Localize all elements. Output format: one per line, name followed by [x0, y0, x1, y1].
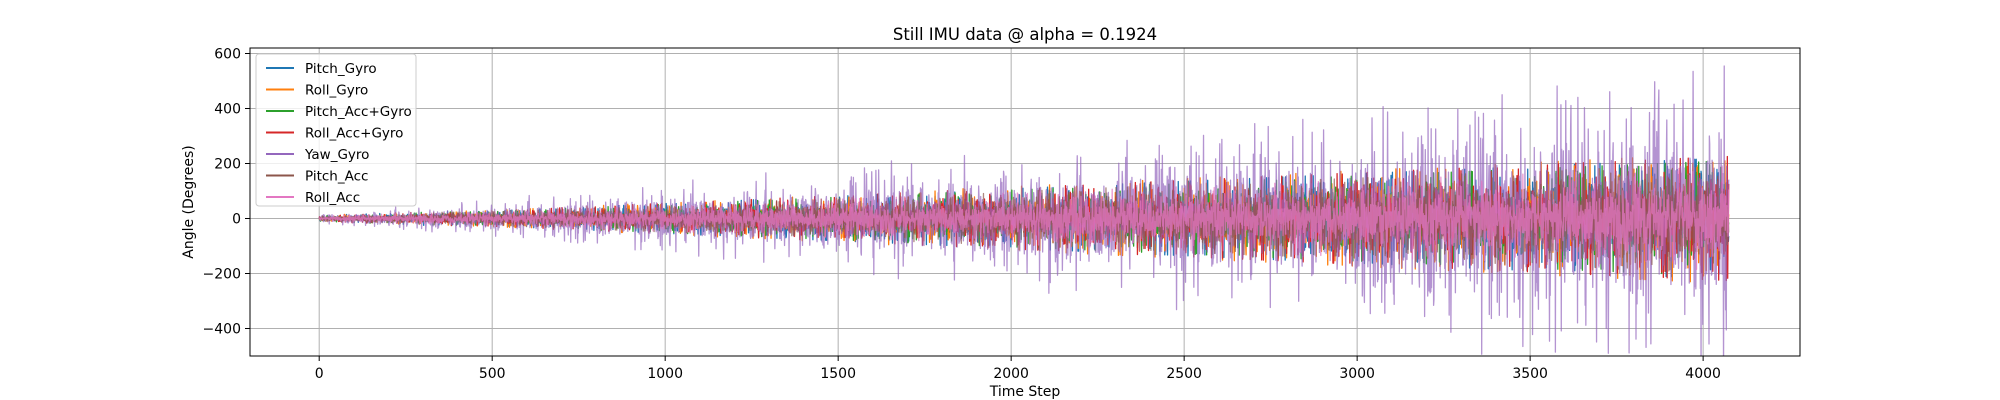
- legend: Pitch_Gyro Roll_Gyro Pitch_Acc+Gyro Roll_Ac…: [255, 53, 417, 207]
- series-layer: [318, 65, 1730, 356]
- x-tick-label: 2000: [993, 366, 1029, 382]
- y-tick-label: 400: [214, 102, 241, 118]
- legend-entry: Pitch_Acc+Gyro: [305, 104, 412, 120]
- x-tick-label: 3500: [1512, 366, 1548, 382]
- chart-title: Still IMU data @ alpha = 0.1924: [893, 25, 1157, 44]
- plot-area: [318, 65, 1730, 356]
- y-tick-label: −400: [203, 322, 241, 338]
- y-tick-label: 0: [232, 212, 241, 228]
- y-axis: −400 −200 0 200 400 600: [203, 47, 250, 338]
- legend-entry: Roll_Acc: [305, 190, 360, 206]
- x-tick-label: 500: [479, 366, 506, 382]
- x-tick-label: 3000: [1339, 366, 1375, 382]
- legend-entry: Pitch_Gyro: [305, 61, 377, 77]
- x-tick-label: 1500: [820, 366, 856, 382]
- x-axis-label: Time Step: [989, 384, 1061, 400]
- legend-entry: Roll_Gyro: [305, 83, 368, 99]
- x-tick-label: 1000: [647, 366, 683, 382]
- x-tick-label: 4000: [1685, 366, 1721, 382]
- legend-entry: Pitch_Acc: [305, 169, 368, 185]
- y-tick-label: 600: [214, 47, 241, 63]
- y-tick-label: 200: [214, 157, 241, 173]
- grid: [250, 48, 1800, 356]
- x-tick-label: 2500: [1166, 366, 1202, 382]
- x-axis: 0 500 1000 1500 2000 2500 3000 3500 4000: [315, 356, 1721, 382]
- y-tick-label: −200: [203, 267, 241, 283]
- legend-entry: Roll_Acc+Gyro: [305, 126, 403, 142]
- x-tick-label: 0: [315, 366, 324, 382]
- series-line: [318, 166, 1730, 270]
- legend-box: [255, 53, 417, 207]
- legend-entry: Yaw_Gyro: [304, 147, 369, 163]
- plot-frame: [249, 47, 1801, 357]
- y-axis-label: Angle (Degrees): [181, 145, 197, 258]
